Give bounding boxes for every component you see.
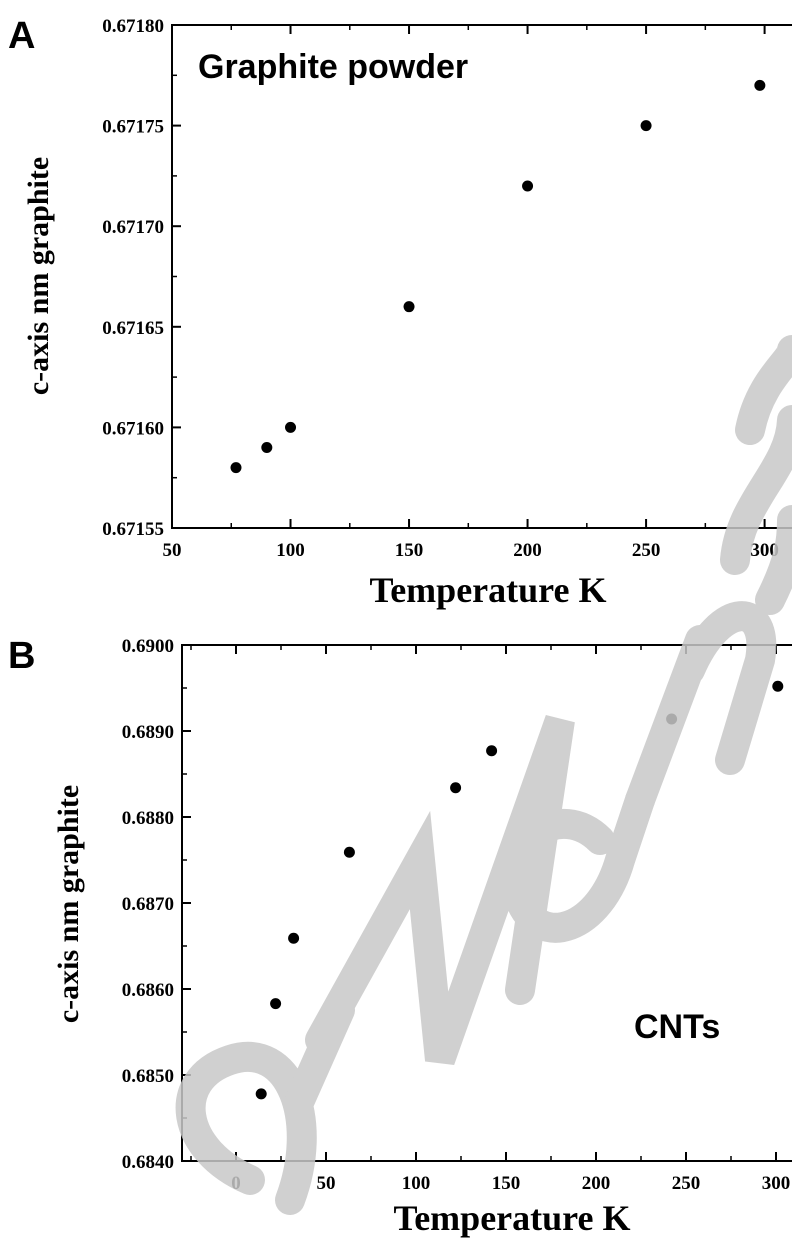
panel-a-data-point [522, 180, 534, 192]
panel-a-data-point [285, 421, 297, 433]
panel-b-y-tick-label: 0.6890 [122, 722, 174, 743]
panel-b-data-point [270, 998, 282, 1010]
panel-a-points [230, 79, 766, 474]
panel-a-y-tick-label: 0.67170 [102, 217, 164, 238]
panel-a-letter: A [8, 15, 35, 57]
panel-b-x-tick-label: 100 [402, 1173, 431, 1194]
watermark-stroke-1 [175, 1042, 317, 1215]
panel-a-y-tick-label: 0.67175 [102, 117, 164, 138]
panel-b-y-tick-label: 0.6850 [122, 1066, 174, 1087]
watermark [175, 335, 792, 1215]
panel-b-data-point [343, 846, 355, 858]
panel-a-y-tick-label: 0.67155 [102, 519, 164, 540]
panel-b-data-point [288, 932, 300, 944]
panel-b-x-tick-label: 150 [492, 1173, 521, 1194]
panel-a-data-point [640, 120, 652, 132]
panel-a-data-point [403, 301, 415, 313]
panel-a-x-tick-label: 150 [395, 540, 424, 561]
panel-b-x-tick-label: 300 [762, 1173, 791, 1194]
panel-b-x-tick-label: 50 [317, 1173, 336, 1194]
panel-a-x-axis-title: Temperature K [370, 570, 607, 610]
panel-b-ticks: 0 50 100 150 200 250 3000.68400.68500.68600.68… [122, 636, 791, 1194]
panel-a-x-tick-label: 200 [513, 540, 542, 561]
watermark-stroke-5 [720, 335, 792, 615]
panel-b-data-point [486, 745, 498, 757]
panel-a-data-point [261, 442, 273, 454]
watermark-stroke-4 [625, 601, 777, 815]
panel-b-x-tick-label: 250 [672, 1173, 701, 1194]
panel-a-data-point [230, 462, 242, 474]
panel-b-data-point [255, 1088, 267, 1100]
panel-a-y-tick-label: 0.67165 [102, 318, 164, 339]
panel-a-y-tick-label: 0.67160 [102, 418, 164, 439]
panel-b-letter: B [8, 635, 35, 677]
panel-b: B 0 50 100 150 200 250 3000.68400.68500.68600.… [8, 635, 792, 1238]
panel-a-ticks: 50 100 150 200 250 300 0.67155 0.67160 0.67165 0.… [102, 16, 779, 561]
watermark-stroke-3 [501, 785, 655, 943]
panel-a-inset-label: Graphite powder [198, 48, 468, 86]
panel-b-x-tick-label: 200 [582, 1173, 611, 1194]
panel-b-y-tick-label: 0.6860 [122, 980, 174, 1001]
panel-a-y-tick-label: 0.67180 [102, 16, 164, 37]
panel-a-x-tick-label: 300 [750, 540, 779, 561]
panel-b-y-tick-label: 0.6870 [122, 894, 174, 915]
panel-b-x-axis-title: Temperature K [394, 1198, 631, 1238]
panel-b-y-tick-label: 0.6880 [122, 808, 174, 829]
panel-b-y-axis-title: c-axis nm graphite [52, 785, 85, 1023]
watermark-stroke-2 [285, 715, 575, 1115]
panel-b-data-point [772, 680, 784, 692]
panel-a-y-axis-title: c-axis nm graphite [22, 157, 55, 395]
panel-b-y-tick-label: 0.6900 [122, 636, 174, 657]
panel-b-y-tick-label: 0.6840 [122, 1152, 174, 1173]
panel-a-x-tick-label: 250 [632, 540, 661, 561]
panel-b-data-point [450, 782, 462, 794]
panel-a-data-point [754, 79, 766, 91]
panel-a: A 50 100 150 200 250 300 0.67155 0.67160 0.67165… [8, 15, 792, 610]
panel-a-x-tick-label: 100 [276, 540, 305, 561]
panel-b-inset-label: CNTs [634, 1008, 720, 1046]
panel-a-x-tick-label: 50 [163, 540, 182, 561]
panel-b-points [255, 680, 784, 1100]
